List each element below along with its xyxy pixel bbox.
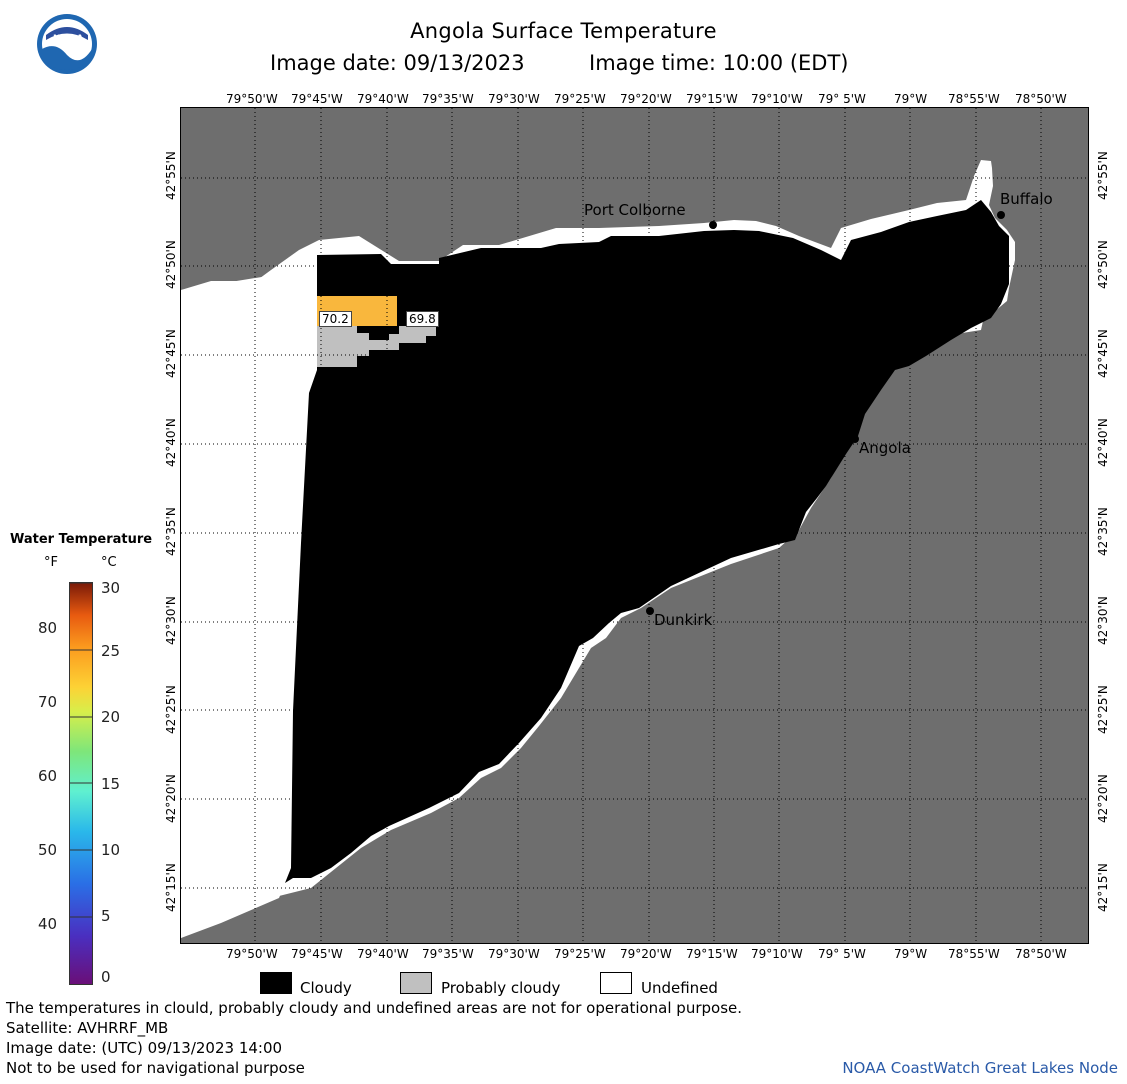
lat-tick-left: 42°15'N [164, 863, 178, 912]
lon-tick-bottom: 79°25'W [554, 947, 606, 961]
lat-tick-right: 42°55'N [1096, 151, 1110, 200]
scale-f-tick: 80 [38, 619, 58, 637]
lat-tick-right: 42°15'N [1096, 863, 1110, 912]
lat-tick-left: 42°45'N [164, 329, 178, 378]
image-date: Image date: 09/13/2023 [270, 51, 525, 75]
lat-tick-left: 42°20'N [164, 774, 178, 823]
lat-tick-right: 42°50'N [1096, 240, 1110, 289]
footer-nav-warning: Not to be used for navigational purpose [6, 1059, 305, 1077]
lat-tick-right: 42°40'N [1096, 418, 1110, 467]
legend-label-undefined: Undefined [641, 979, 718, 997]
lon-tick-top: 79°25'W [554, 92, 606, 106]
unit-c: °C [101, 555, 117, 570]
lon-tick-top: 79°45'W [291, 92, 343, 106]
legend-label-cloudy: Cloudy [300, 979, 352, 997]
legend-swatch-undefined [600, 972, 632, 994]
lat-tick-left: 42°50'N [164, 240, 178, 289]
lat-tick-left: 42°30'N [164, 596, 178, 645]
map-title: Angola Surface Temperature [410, 19, 717, 43]
footer-credit: NOAA CoastWatch Great Lakes Node [842, 1059, 1118, 1077]
legend-swatch-cloudy [260, 972, 292, 994]
city-label-angola: Angola [859, 439, 911, 457]
lon-tick-bottom: 78°55'W [948, 947, 1000, 961]
scale-f-tick: 40 [38, 915, 58, 933]
angola-marker [851, 435, 859, 443]
footer-disclaimer: The temperatures in clould, probably clo… [6, 999, 743, 1017]
lat-tick-right: 42°25'N [1096, 685, 1110, 734]
scale-c-tick: 5 [101, 907, 111, 925]
unit-f: °F [44, 555, 58, 570]
lat-tick-left: 42°35'N [164, 507, 178, 556]
lon-tick-top: 79°50'W [226, 92, 278, 106]
lon-tick-bottom: 79°W [894, 947, 928, 961]
lon-tick-top: 79° 5'W [818, 92, 866, 106]
city-label-dunkirk: Dunkirk [654, 611, 713, 629]
lat-tick-left: 42°40'N [164, 418, 178, 467]
temp-reading-1: 70.2 [319, 311, 352, 327]
buffalo-marker [997, 211, 1005, 219]
lat-tick-right: 42°35'N [1096, 507, 1110, 556]
lon-tick-top: 79°30'W [488, 92, 540, 106]
lon-tick-bottom: 79°35'W [422, 947, 474, 961]
lon-tick-top: 79°35'W [422, 92, 474, 106]
lon-tick-bottom: 79°10'W [751, 947, 803, 961]
lon-tick-top: 79°40'W [357, 92, 409, 106]
lon-tick-bottom: 79°20'W [620, 947, 672, 961]
scale-c-tick: 15 [101, 775, 121, 793]
scale-c-tick: 25 [101, 642, 121, 660]
lat-tick-right: 42°20'N [1096, 774, 1110, 823]
scale-title: Water Temperature [10, 532, 153, 547]
image-time: Image time: 10:00 (EDT) [589, 51, 849, 75]
logo-text: NOAA [53, 34, 84, 44]
scale-c-tick: 30 [101, 579, 121, 597]
lon-tick-bottom: 79°45'W [291, 947, 343, 961]
map-canvas [181, 108, 1088, 943]
scale-f-tick: 60 [38, 767, 58, 785]
city-label-port-colborne: Port Colborne [584, 201, 686, 219]
undefined-region [181, 268, 317, 938]
lon-tick-top: 78°55'W [948, 92, 1000, 106]
scale-c-tick: 10 [101, 841, 121, 859]
scale-c-tick: 0 [101, 968, 111, 986]
lon-tick-top: 79°W [894, 92, 928, 106]
footer-utc-date: Image date: (UTC) 09/13/2023 14:00 [6, 1039, 283, 1057]
temperature-color-bar [69, 582, 93, 985]
legend-label-probably-cloudy: Probably cloudy [441, 979, 561, 997]
port-colborne-marker [709, 221, 717, 229]
legend-swatch-probably-cloudy [400, 972, 432, 994]
lat-tick-left: 42°55'N [164, 151, 178, 200]
lon-tick-top: 79°15'W [686, 92, 738, 106]
scale-f-tick: 50 [38, 841, 58, 859]
lon-tick-bottom: 79°40'W [357, 947, 409, 961]
probably-cloudy-patch [317, 323, 436, 367]
lat-tick-left: 42°25'N [164, 685, 178, 734]
lon-tick-top: 79°10'W [751, 92, 803, 106]
lat-tick-right: 42°30'N [1096, 596, 1110, 645]
lat-tick-right: 42°45'N [1096, 329, 1110, 378]
lon-tick-bottom: 78°50'W [1015, 947, 1067, 961]
noaa-logo: NOAA [36, 13, 98, 75]
lon-tick-top: 79°20'W [620, 92, 672, 106]
temp-reading-2: 69.8 [406, 311, 439, 327]
scale-f-tick: 70 [38, 693, 58, 711]
lon-tick-bottom: 79°30'W [488, 947, 540, 961]
lon-tick-bottom: 79° 5'W [818, 947, 866, 961]
map-panel [180, 107, 1089, 944]
dunkirk-marker [646, 607, 654, 615]
lon-tick-bottom: 79°50'W [226, 947, 278, 961]
scale-c-tick: 20 [101, 708, 121, 726]
lon-tick-top: 78°50'W [1015, 92, 1067, 106]
city-label-buffalo: Buffalo [1000, 190, 1053, 208]
cloudy-region [285, 200, 1009, 883]
footer-satellite: Satellite: AVHRRF_MB [6, 1019, 169, 1037]
lon-tick-bottom: 79°15'W [686, 947, 738, 961]
